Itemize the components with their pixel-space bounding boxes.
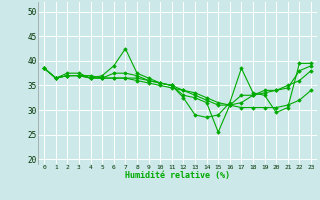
X-axis label: Humidité relative (%): Humidité relative (%) [125,171,230,180]
